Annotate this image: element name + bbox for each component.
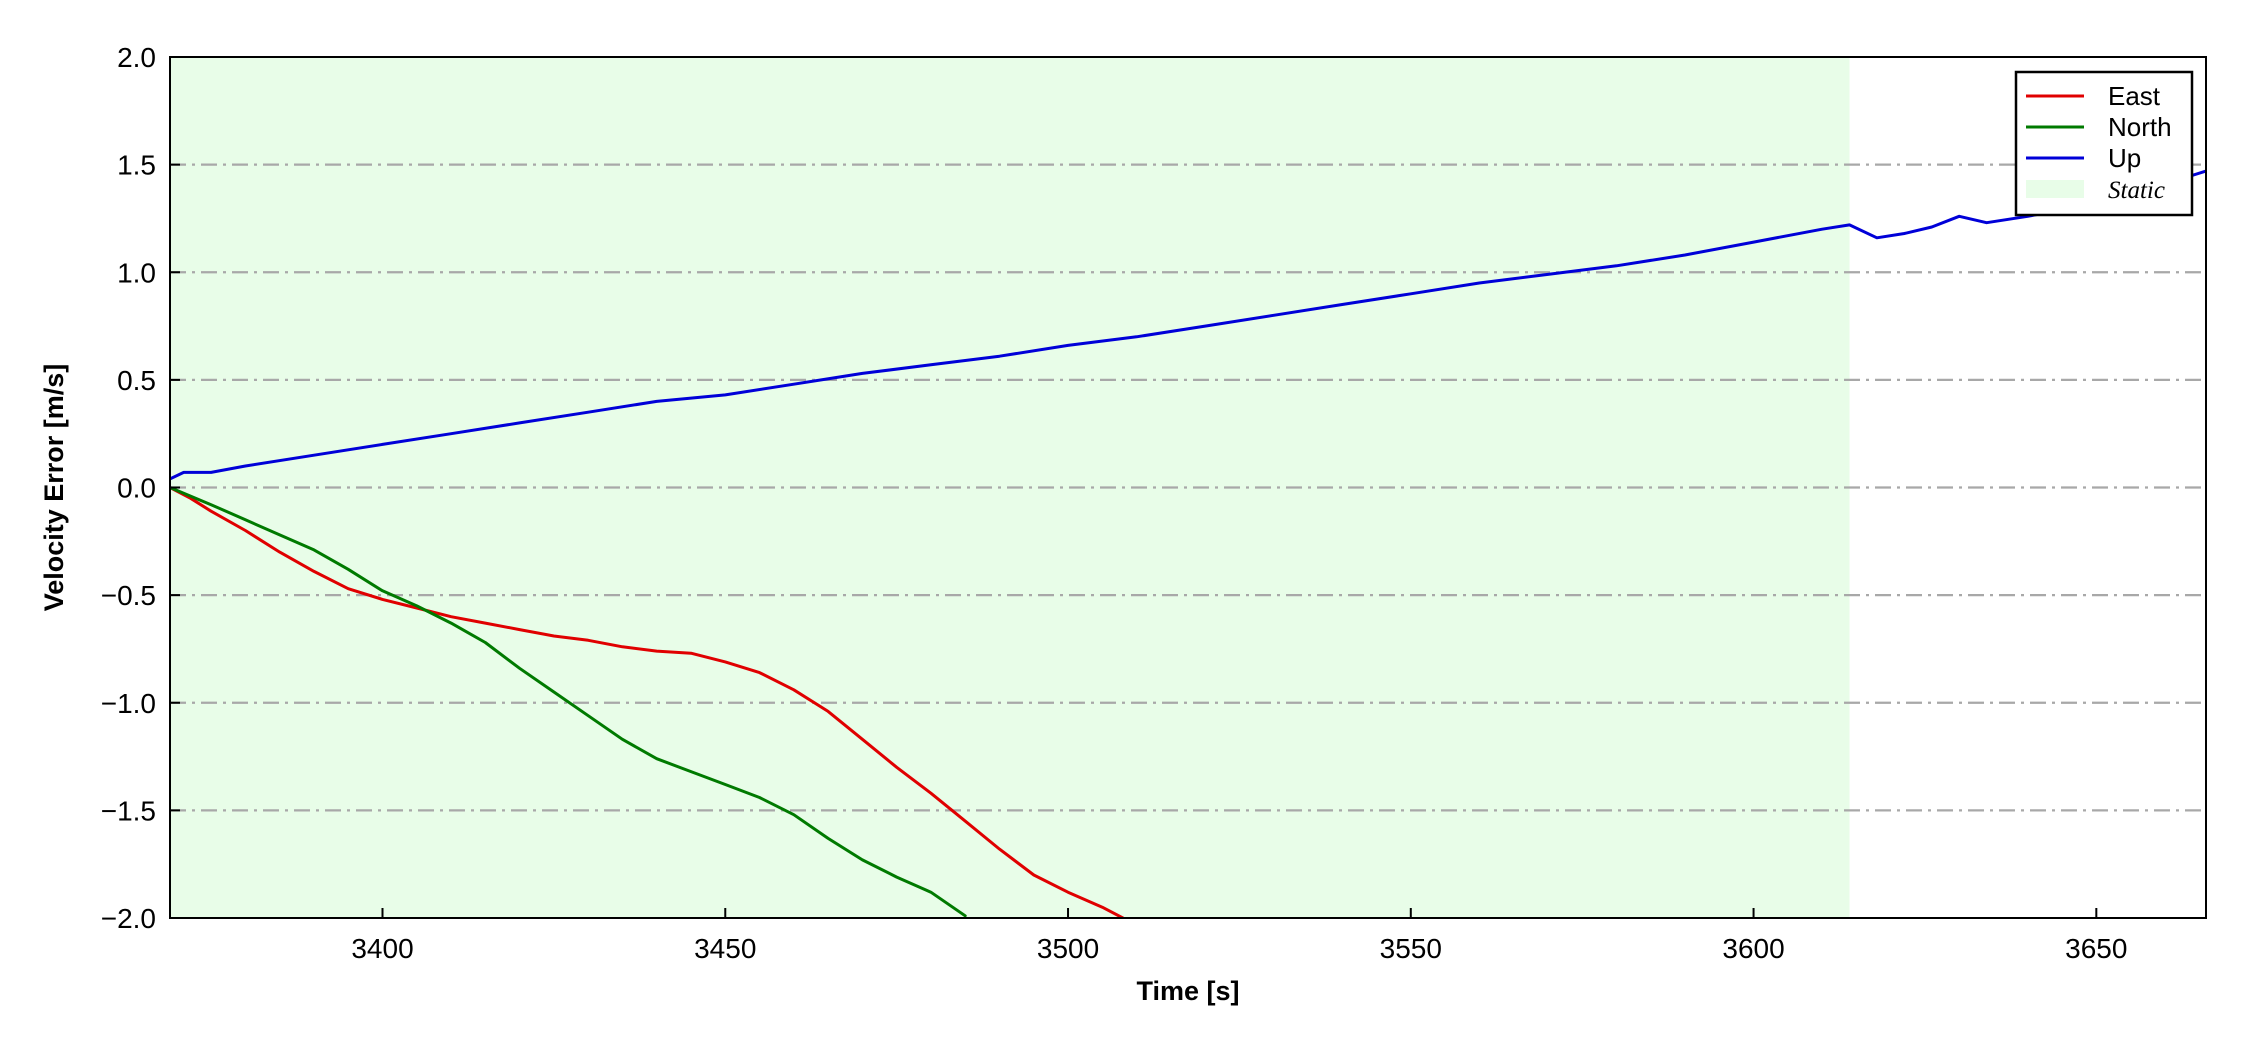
- x-tick-label: 3600: [1722, 933, 1784, 964]
- legend-label-up: Up: [2108, 143, 2141, 173]
- y-tick-label: 0.0: [117, 473, 156, 504]
- x-tick-label: 3550: [1380, 933, 1442, 964]
- axis-ticks: −2.0 −1.5 −1.0 −0.5 0.0 0.5 1.0 1.5 2.0 3400 3450 3…: [101, 42, 2128, 964]
- y-tick-label: 1.0: [117, 257, 156, 288]
- series-line-up: [170, 169, 2206, 481]
- x-tick-label: 3450: [694, 933, 756, 964]
- y-tick-label: −1.5: [101, 795, 156, 826]
- legend-label-east: East: [2108, 81, 2161, 111]
- x-tick-label: 3650: [2065, 933, 2127, 964]
- x-tick-label: 3500: [1037, 933, 1099, 964]
- legend-label-north: North: [2108, 112, 2172, 142]
- series-layer: [170, 169, 2206, 918]
- y-tick-label: −0.5: [101, 580, 156, 611]
- grid-lines: [170, 163, 2206, 812]
- y-tick-label: 1.5: [117, 150, 156, 181]
- series-line-east: [170, 486, 1125, 918]
- y-tick-label: −1.0: [101, 688, 156, 719]
- y-tick-label: 0.5: [117, 365, 156, 396]
- y-axis-label: Velocity Error [m/s]: [39, 364, 69, 612]
- series-line-north: [170, 486, 967, 918]
- x-axis-label: Time [s]: [1136, 976, 1239, 1006]
- y-tick-label: 2.0: [117, 42, 156, 73]
- x-tick-label: 3400: [351, 933, 413, 964]
- y-tick-label: −2.0: [101, 903, 156, 934]
- legend-label-static: Static: [2108, 177, 2165, 204]
- legend-swatch-static: [2026, 180, 2084, 198]
